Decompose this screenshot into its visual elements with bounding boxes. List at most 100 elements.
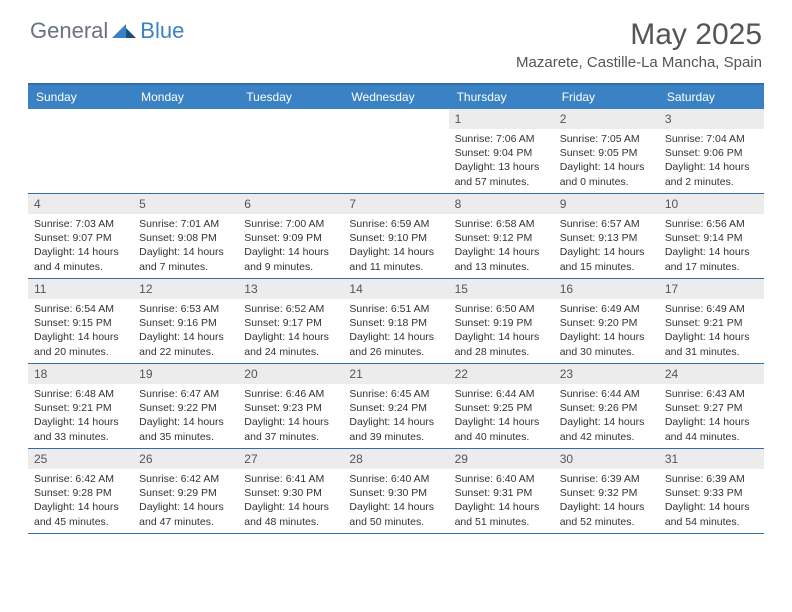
day-number: 15: [449, 279, 554, 299]
day-cell: 1Sunrise: 7:06 AMSunset: 9:04 PMDaylight…: [449, 109, 554, 193]
sunset-text: Sunset: 9:19 PM: [455, 316, 548, 330]
day-cell: 3Sunrise: 7:04 AMSunset: 9:06 PMDaylight…: [659, 109, 764, 193]
day-header: Sunday: [28, 85, 133, 109]
sunset-text: Sunset: 9:08 PM: [139, 231, 232, 245]
day-number: 24: [659, 364, 764, 384]
day-info: Sunrise: 6:39 AMSunset: 9:33 PMDaylight:…: [659, 469, 764, 533]
day-info: Sunrise: 7:03 AMSunset: 9:07 PMDaylight:…: [28, 214, 133, 278]
day-info: Sunrise: 6:44 AMSunset: 9:26 PMDaylight:…: [554, 384, 659, 448]
day-number: 29: [449, 449, 554, 469]
day-header: Tuesday: [238, 85, 343, 109]
day-cell: 31Sunrise: 6:39 AMSunset: 9:33 PMDayligh…: [659, 449, 764, 533]
day-info: Sunrise: 6:40 AMSunset: 9:31 PMDaylight:…: [449, 469, 554, 533]
day-info: Sunrise: 6:43 AMSunset: 9:27 PMDaylight:…: [659, 384, 764, 448]
day-info: Sunrise: 6:48 AMSunset: 9:21 PMDaylight:…: [28, 384, 133, 448]
week-row: 4Sunrise: 7:03 AMSunset: 9:07 PMDaylight…: [28, 194, 764, 279]
sunrise-text: Sunrise: 6:44 AM: [560, 387, 653, 401]
day-info: Sunrise: 6:59 AMSunset: 9:10 PMDaylight:…: [343, 214, 448, 278]
week-row: 1Sunrise: 7:06 AMSunset: 9:04 PMDaylight…: [28, 109, 764, 194]
sunrise-text: Sunrise: 7:04 AM: [665, 132, 758, 146]
daylight-text: Daylight: 14 hours and 33 minutes.: [34, 415, 127, 443]
day-header: Wednesday: [343, 85, 448, 109]
sunrise-text: Sunrise: 6:58 AM: [455, 217, 548, 231]
week-row: 25Sunrise: 6:42 AMSunset: 9:28 PMDayligh…: [28, 449, 764, 534]
day-info: Sunrise: 6:54 AMSunset: 9:15 PMDaylight:…: [28, 299, 133, 363]
sunset-text: Sunset: 9:28 PM: [34, 486, 127, 500]
sunrise-text: Sunrise: 6:54 AM: [34, 302, 127, 316]
sunset-text: Sunset: 9:27 PM: [665, 401, 758, 415]
day-info: Sunrise: 6:57 AMSunset: 9:13 PMDaylight:…: [554, 214, 659, 278]
day-info: Sunrise: 7:05 AMSunset: 9:05 PMDaylight:…: [554, 129, 659, 193]
day-cell: 8Sunrise: 6:58 AMSunset: 9:12 PMDaylight…: [449, 194, 554, 278]
header: General Blue May 2025 Mazarete, Castille…: [0, 0, 792, 75]
logo: General Blue: [30, 18, 184, 44]
day-cell: [343, 109, 448, 193]
sunrise-text: Sunrise: 6:49 AM: [665, 302, 758, 316]
sunset-text: Sunset: 9:26 PM: [560, 401, 653, 415]
day-cell: 21Sunrise: 6:45 AMSunset: 9:24 PMDayligh…: [343, 364, 448, 448]
location: Mazarete, Castille-La Mancha, Spain: [516, 54, 762, 71]
sunrise-text: Sunrise: 6:43 AM: [665, 387, 758, 401]
day-cell: 20Sunrise: 6:46 AMSunset: 9:23 PMDayligh…: [238, 364, 343, 448]
day-number: 9: [554, 194, 659, 214]
day-number: 12: [133, 279, 238, 299]
day-info: Sunrise: 7:06 AMSunset: 9:04 PMDaylight:…: [449, 129, 554, 193]
day-cell: 7Sunrise: 6:59 AMSunset: 9:10 PMDaylight…: [343, 194, 448, 278]
daylight-text: Daylight: 14 hours and 37 minutes.: [244, 415, 337, 443]
sunrise-text: Sunrise: 6:59 AM: [349, 217, 442, 231]
daylight-text: Daylight: 13 hours and 57 minutes.: [455, 160, 548, 188]
sunset-text: Sunset: 9:14 PM: [665, 231, 758, 245]
daylight-text: Daylight: 14 hours and 13 minutes.: [455, 245, 548, 273]
daylight-text: Daylight: 14 hours and 17 minutes.: [665, 245, 758, 273]
sunrise-text: Sunrise: 6:49 AM: [560, 302, 653, 316]
sunset-text: Sunset: 9:06 PM: [665, 146, 758, 160]
day-cell: 15Sunrise: 6:50 AMSunset: 9:19 PMDayligh…: [449, 279, 554, 363]
day-info: Sunrise: 6:52 AMSunset: 9:17 PMDaylight:…: [238, 299, 343, 363]
day-cell: 12Sunrise: 6:53 AMSunset: 9:16 PMDayligh…: [133, 279, 238, 363]
day-cell: [133, 109, 238, 193]
sunrise-text: Sunrise: 6:40 AM: [349, 472, 442, 486]
sunset-text: Sunset: 9:18 PM: [349, 316, 442, 330]
day-info: Sunrise: 7:01 AMSunset: 9:08 PMDaylight:…: [133, 214, 238, 278]
sunrise-text: Sunrise: 6:41 AM: [244, 472, 337, 486]
day-number: 17: [659, 279, 764, 299]
daylight-text: Daylight: 14 hours and 2 minutes.: [665, 160, 758, 188]
day-info: Sunrise: 6:50 AMSunset: 9:19 PMDaylight:…: [449, 299, 554, 363]
day-number: 10: [659, 194, 764, 214]
day-number: 26: [133, 449, 238, 469]
week-row: 18Sunrise: 6:48 AMSunset: 9:21 PMDayligh…: [28, 364, 764, 449]
calendar: SundayMondayTuesdayWednesdayThursdayFrid…: [28, 83, 764, 534]
day-cell: 5Sunrise: 7:01 AMSunset: 9:08 PMDaylight…: [133, 194, 238, 278]
day-info: Sunrise: 6:56 AMSunset: 9:14 PMDaylight:…: [659, 214, 764, 278]
day-number: 18: [28, 364, 133, 384]
daylight-text: Daylight: 14 hours and 35 minutes.: [139, 415, 232, 443]
day-cell: 18Sunrise: 6:48 AMSunset: 9:21 PMDayligh…: [28, 364, 133, 448]
sunrise-text: Sunrise: 7:05 AM: [560, 132, 653, 146]
day-info: Sunrise: 6:49 AMSunset: 9:21 PMDaylight:…: [659, 299, 764, 363]
sunset-text: Sunset: 9:09 PM: [244, 231, 337, 245]
day-info: Sunrise: 7:04 AMSunset: 9:06 PMDaylight:…: [659, 129, 764, 193]
day-number: 20: [238, 364, 343, 384]
sunset-text: Sunset: 9:30 PM: [244, 486, 337, 500]
sunset-text: Sunset: 9:15 PM: [34, 316, 127, 330]
daylight-text: Daylight: 14 hours and 50 minutes.: [349, 500, 442, 528]
day-number: 16: [554, 279, 659, 299]
sunrise-text: Sunrise: 7:03 AM: [34, 217, 127, 231]
day-info: Sunrise: 6:42 AMSunset: 9:28 PMDaylight:…: [28, 469, 133, 533]
daylight-text: Daylight: 14 hours and 47 minutes.: [139, 500, 232, 528]
day-number: 19: [133, 364, 238, 384]
week-row: 11Sunrise: 6:54 AMSunset: 9:15 PMDayligh…: [28, 279, 764, 364]
day-info: Sunrise: 6:41 AMSunset: 9:30 PMDaylight:…: [238, 469, 343, 533]
sunrise-text: Sunrise: 6:39 AM: [560, 472, 653, 486]
daylight-text: Daylight: 14 hours and 45 minutes.: [34, 500, 127, 528]
day-cell: 24Sunrise: 6:43 AMSunset: 9:27 PMDayligh…: [659, 364, 764, 448]
sunset-text: Sunset: 9:12 PM: [455, 231, 548, 245]
sunset-text: Sunset: 9:21 PM: [34, 401, 127, 415]
day-number: 30: [554, 449, 659, 469]
daylight-text: Daylight: 14 hours and 11 minutes.: [349, 245, 442, 273]
day-cell: 13Sunrise: 6:52 AMSunset: 9:17 PMDayligh…: [238, 279, 343, 363]
day-info: Sunrise: 6:58 AMSunset: 9:12 PMDaylight:…: [449, 214, 554, 278]
day-header: Monday: [133, 85, 238, 109]
day-number: 8: [449, 194, 554, 214]
day-info: Sunrise: 6:42 AMSunset: 9:29 PMDaylight:…: [133, 469, 238, 533]
